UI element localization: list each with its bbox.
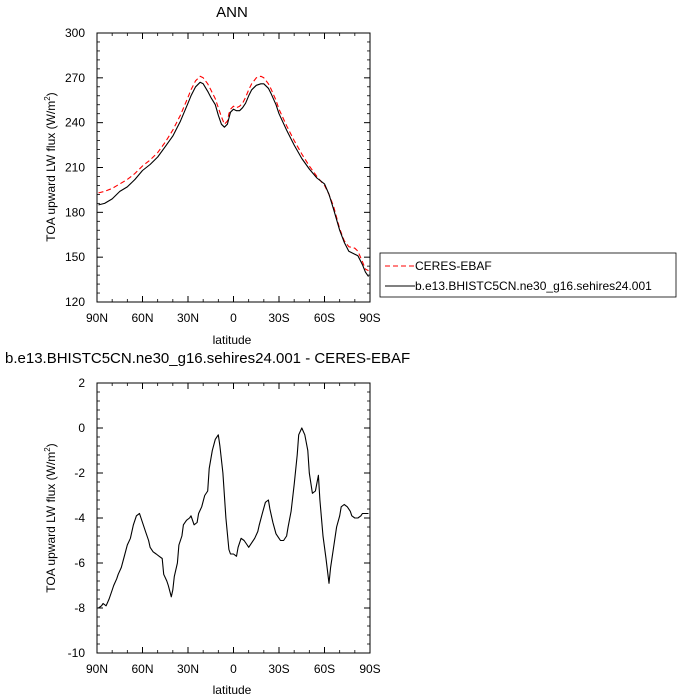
bottom-ytick-label: -4 xyxy=(74,511,85,525)
legend-label-ceres: CERES-EBAF xyxy=(415,259,492,273)
bottom-ytick-label: 0 xyxy=(78,421,85,435)
bottom-chart-title: b.e13.BHISTC5CN.ne30_g16.sehires24.001 -… xyxy=(5,350,410,367)
top-chart-plot-area: 90N 60N 30N 0 30S 60S 90S 120 150 180 210 240 270 300 xyxy=(65,26,381,325)
bottom-ytick-label: 2 xyxy=(78,376,85,390)
top-chart-ylabel: TOA upward LW flux (W/m2) xyxy=(43,92,58,241)
bottom-xtick-label: 30S xyxy=(268,662,289,676)
bottom-xtick-label: 0 xyxy=(230,662,237,676)
bottom-chart-plot-area: 90N 60N 30N 0 30S 60S 90S -10 -8 -6 -4 -2 0 2 xyxy=(68,376,381,676)
bottom-ytick-label: -8 xyxy=(74,601,85,615)
top-series-line-0 xyxy=(98,75,369,272)
bottom-ytick-label: -2 xyxy=(74,466,85,480)
legend-label-model: b.e13.BHISTC5CN.ne30_g16.sehires24.001 xyxy=(415,279,652,293)
top-xtick-label: 0 xyxy=(230,311,237,325)
bottom-chart: b.e13.BHISTC5CN.ne30_g16.sehires24.001 -… xyxy=(5,350,410,697)
bottom-chart-xlabel: latitude xyxy=(213,683,252,697)
bottom-series-line-0 xyxy=(98,427,369,609)
bottom-xtick-label: 60N xyxy=(131,662,153,676)
top-chart-xlabel: latitude xyxy=(213,333,252,347)
top-plot-frame xyxy=(96,32,371,303)
top-xtick-label: 30N xyxy=(177,311,199,325)
top-ytick-label: 240 xyxy=(65,116,85,130)
top-ytick-label: 300 xyxy=(65,26,85,40)
top-chart-legend: CERES-EBAF b.e13.BHISTC5CN.ne30_g16.sehi… xyxy=(379,252,677,298)
top-ytick-label: 150 xyxy=(65,250,85,264)
top-xtick-label: 30S xyxy=(268,311,289,325)
top-ytick-label: 270 xyxy=(65,71,85,85)
top-ytick-label: 180 xyxy=(65,205,85,219)
top-ytick-label: 210 xyxy=(65,161,85,175)
top-chart-title: ANN xyxy=(216,4,248,21)
bottom-ytick-label: -6 xyxy=(74,556,85,570)
legend-box xyxy=(379,252,677,298)
top-xtick-label: 90S xyxy=(359,311,380,325)
bottom-xtick-label: 90N xyxy=(86,662,108,676)
top-ytick-label: 120 xyxy=(65,295,85,309)
bottom-xtick-label: 90S xyxy=(359,662,380,676)
bottom-ytick-label: -10 xyxy=(68,646,86,660)
bottom-xtick-label: 30N xyxy=(177,662,199,676)
top-xtick-label: 60S xyxy=(314,311,335,325)
top-chart: ANN 90N 60N 30N 0 30S 60S 90S 120 150 180 210 240 27… xyxy=(43,4,677,347)
top-xtick-label: 90N xyxy=(86,311,108,325)
top-xtick-label: 60N xyxy=(131,311,153,325)
bottom-xtick-label: 60S xyxy=(314,662,335,676)
bottom-chart-ylabel: TOA upward LW flux (W/m2) xyxy=(43,443,58,592)
bottom-plot-frame xyxy=(96,382,371,654)
top-series-line-1 xyxy=(98,81,369,277)
